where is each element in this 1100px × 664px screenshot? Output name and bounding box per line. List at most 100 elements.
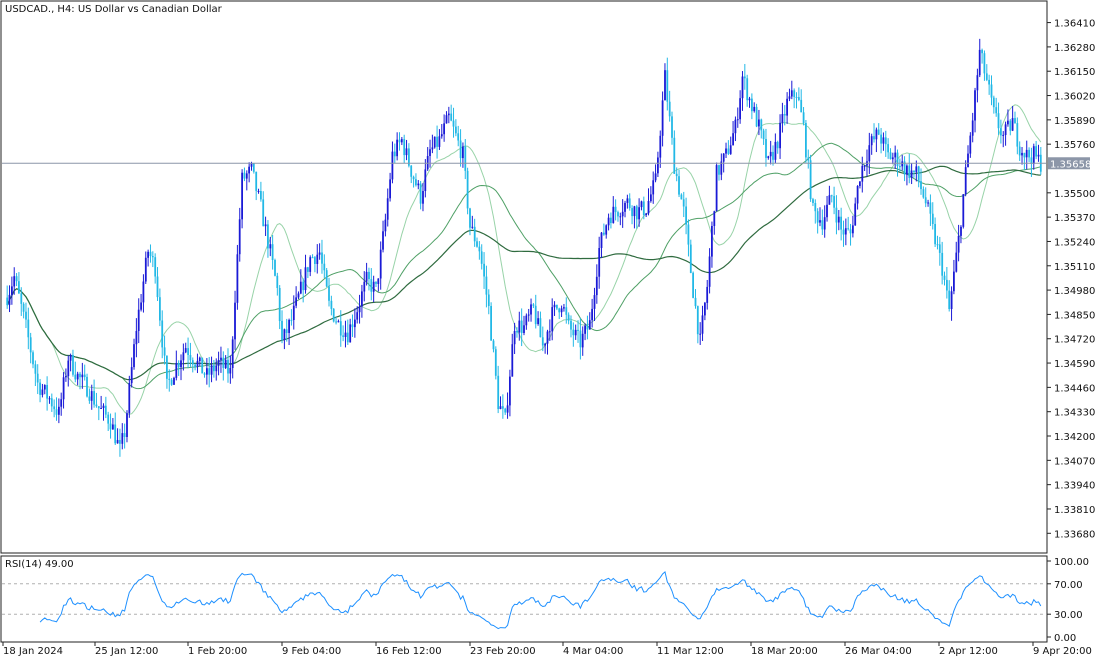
candle-body <box>762 130 765 140</box>
candle-body <box>617 212 619 217</box>
candle-body <box>184 348 187 353</box>
candle-body <box>252 163 255 172</box>
candle-body <box>809 160 812 200</box>
candle-body <box>292 305 295 320</box>
candle-body <box>908 165 911 178</box>
candle-body <box>316 254 319 264</box>
rsi-pane: 100.00 70.00 30.00 0.00 <box>2 557 1089 644</box>
price-tick-label: 1.34980 <box>1054 286 1095 297</box>
candle-body <box>997 113 1000 129</box>
candle-body <box>753 106 756 112</box>
candle-body <box>626 198 629 203</box>
candle-body <box>159 297 161 321</box>
candle-body <box>408 148 410 166</box>
candle-body <box>983 53 986 74</box>
price-tick-label: 1.34720 <box>1054 335 1095 346</box>
candle-body <box>13 276 16 287</box>
candle-body <box>443 123 445 135</box>
candle-body <box>391 151 394 180</box>
candle-body <box>236 254 239 303</box>
candle-body <box>795 97 798 98</box>
candle-body <box>473 226 476 242</box>
candle-body <box>163 347 166 356</box>
candle-body <box>692 272 694 298</box>
candle-body <box>46 385 48 399</box>
candle-body <box>283 329 286 341</box>
time-tick-label: 18 Jan 2024 <box>3 646 63 657</box>
time-tick-label: 1 Feb 20:00 <box>188 646 247 657</box>
candle-body <box>335 321 337 323</box>
candle-body <box>849 229 852 234</box>
candle-body <box>311 257 314 259</box>
candle-body <box>229 368 232 374</box>
candle-body <box>751 98 753 112</box>
candle-body <box>471 226 474 228</box>
time-tick-label: 18 Mar 20:00 <box>751 646 818 657</box>
candle-body <box>722 153 725 162</box>
candle-body <box>783 114 786 116</box>
candle-body <box>910 170 913 178</box>
candle-body <box>189 355 192 361</box>
candle-body <box>518 320 521 333</box>
candle-body <box>1014 118 1016 124</box>
candle-body <box>304 267 307 291</box>
candle-body <box>725 148 727 154</box>
candle-body <box>250 163 253 167</box>
candle-body <box>880 134 882 144</box>
candle-body <box>196 360 199 367</box>
candle-body <box>90 391 93 401</box>
candle-body <box>790 90 793 97</box>
time-tick-label: 11 Mar 12:00 <box>657 646 724 657</box>
candle-body <box>924 197 927 204</box>
candle-body <box>873 136 875 140</box>
candle-body <box>934 224 936 245</box>
candle-body <box>741 76 744 99</box>
candle-body <box>213 365 215 372</box>
candle-body <box>224 359 227 368</box>
time-tick-label: 4 Mar 04:00 <box>563 646 623 657</box>
time-tick-label: 9 Apr 20:00 <box>1033 646 1092 657</box>
candle-body <box>245 173 248 179</box>
candle-body <box>405 148 408 156</box>
price-tick-label: 1.34460 <box>1054 383 1095 394</box>
candle-body <box>591 308 593 321</box>
candle-body <box>144 257 147 282</box>
current-price-tag <box>1048 157 1090 170</box>
candle-body <box>166 355 168 379</box>
candle-body <box>971 120 974 136</box>
candle-body <box>743 76 746 79</box>
candle-body <box>76 373 79 380</box>
candle-body <box>177 363 180 368</box>
candle-body <box>732 133 734 146</box>
candle-body <box>346 332 349 343</box>
candle-body <box>1011 118 1014 131</box>
candle-body <box>899 166 901 168</box>
candle-body <box>544 343 546 346</box>
candle-body <box>906 165 908 175</box>
rsi-tick-label: 0.00 <box>1054 633 1076 644</box>
candle-body <box>509 376 511 406</box>
candle-body <box>1023 152 1026 158</box>
candle-body <box>981 49 983 54</box>
price-tick-label: 1.36410 <box>1054 19 1095 30</box>
candle-body <box>739 98 741 120</box>
candle-body <box>642 201 645 215</box>
candle-body <box>891 157 894 160</box>
candle-body <box>27 319 30 338</box>
candle-body <box>170 379 173 385</box>
candle-body <box>600 232 603 248</box>
candle-body <box>525 315 528 326</box>
rsi-line <box>39 570 1042 630</box>
price-tick-label: 1.35890 <box>1054 116 1095 127</box>
candle-body <box>217 360 220 366</box>
candle-body <box>440 134 443 137</box>
candle-body <box>654 173 657 181</box>
candle-body <box>1000 128 1002 136</box>
price-tick-label: 1.36020 <box>1054 92 1095 103</box>
candle-body <box>1030 157 1033 164</box>
candle-body <box>285 329 288 333</box>
candle-body <box>210 365 213 375</box>
candle-body <box>574 329 577 336</box>
candle-body <box>868 145 871 162</box>
candle-body <box>154 257 157 277</box>
